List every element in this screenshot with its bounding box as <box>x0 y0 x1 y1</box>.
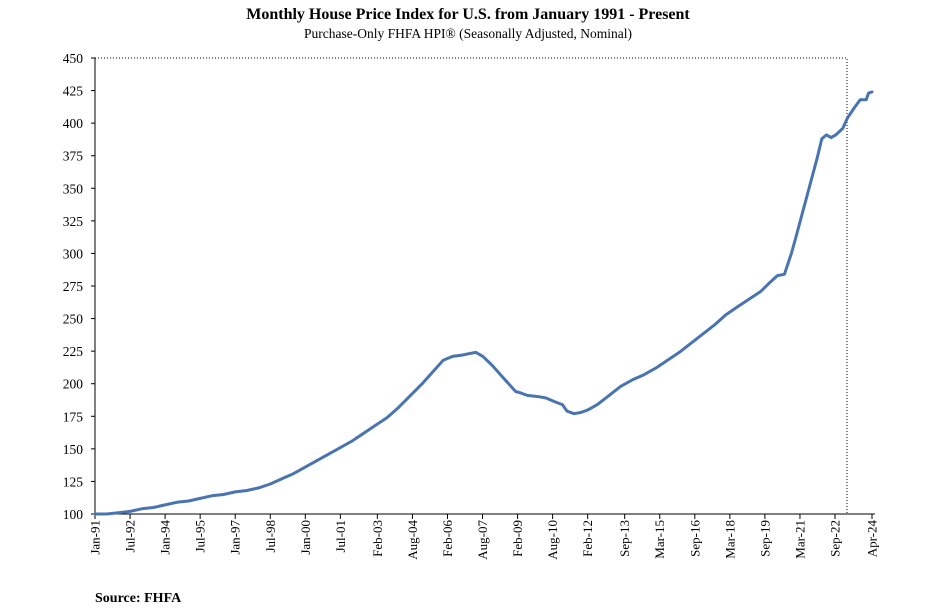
x-tick-label: Jan-97 <box>228 520 243 555</box>
x-tick-label: Sep-22 <box>828 520 843 557</box>
x-tick-label: Feb-12 <box>580 520 595 557</box>
y-axis-ticks: 100 125 150 175 200 225 250 275 300 325 350 375 400 4… <box>63 51 95 522</box>
y-tick-label: 200 <box>63 377 84 392</box>
x-tick-label: Aug-04 <box>405 520 420 560</box>
y-tick-label: 275 <box>63 279 84 294</box>
x-tick-label: Jul-92 <box>123 520 138 553</box>
x-tick-label: Apr-24 <box>865 520 880 558</box>
x-tick-label: Jul-01 <box>333 520 348 553</box>
x-tick-label: Jul-95 <box>193 520 208 553</box>
y-tick-label: 325 <box>63 214 84 229</box>
plot-frame <box>94 57 848 515</box>
y-tick-label: 175 <box>63 409 84 424</box>
x-tick-label: Feb-09 <box>510 520 525 557</box>
x-tick-label: Feb-03 <box>370 520 385 557</box>
chart-subtitle: Purchase-Only FHFA HPI® (Seasonally Adju… <box>304 26 632 41</box>
x-tick-label: Aug-10 <box>545 520 560 560</box>
x-tick-label: Jan-91 <box>88 520 103 555</box>
y-tick-label: 100 <box>63 507 84 522</box>
y-tick-label: 375 <box>63 149 84 164</box>
x-tick-label: Mar-18 <box>722 520 737 559</box>
x-tick-label: Sep-19 <box>757 520 772 557</box>
y-tick-label: 225 <box>63 344 84 359</box>
x-tick-label: Jan-94 <box>158 520 173 555</box>
x-tick-label: Sep-13 <box>617 520 632 557</box>
y-tick-label: 350 <box>63 181 84 196</box>
y-tick-label: 150 <box>63 442 84 457</box>
y-tick-label: 250 <box>63 312 84 327</box>
hpi-series-line <box>93 90 874 516</box>
y-tick-label: 450 <box>63 51 84 66</box>
x-axis-ticks: Jan-91 Jul-92 Jan-94 Jul-95 Jan-97 Jul-98 Jan-… <box>88 514 880 560</box>
x-tick-label: Aug-07 <box>475 520 490 560</box>
y-tick-label: 300 <box>63 246 84 261</box>
x-tick-label: Mar-15 <box>652 520 667 559</box>
x-tick-label: Mar-21 <box>792 520 807 559</box>
x-tick-label: Jan-00 <box>298 520 313 555</box>
x-tick-label: Feb-06 <box>440 520 455 557</box>
source-note: Source: FHFA <box>95 591 182 606</box>
y-tick-label: 400 <box>63 116 84 131</box>
y-tick-label: 425 <box>63 84 84 99</box>
x-tick-label: Sep-16 <box>687 520 702 557</box>
chart-title: Monthly House Price Index for U.S. from … <box>246 6 690 23</box>
y-tick-label: 125 <box>63 474 84 489</box>
x-tick-label: Jul-98 <box>263 520 278 553</box>
